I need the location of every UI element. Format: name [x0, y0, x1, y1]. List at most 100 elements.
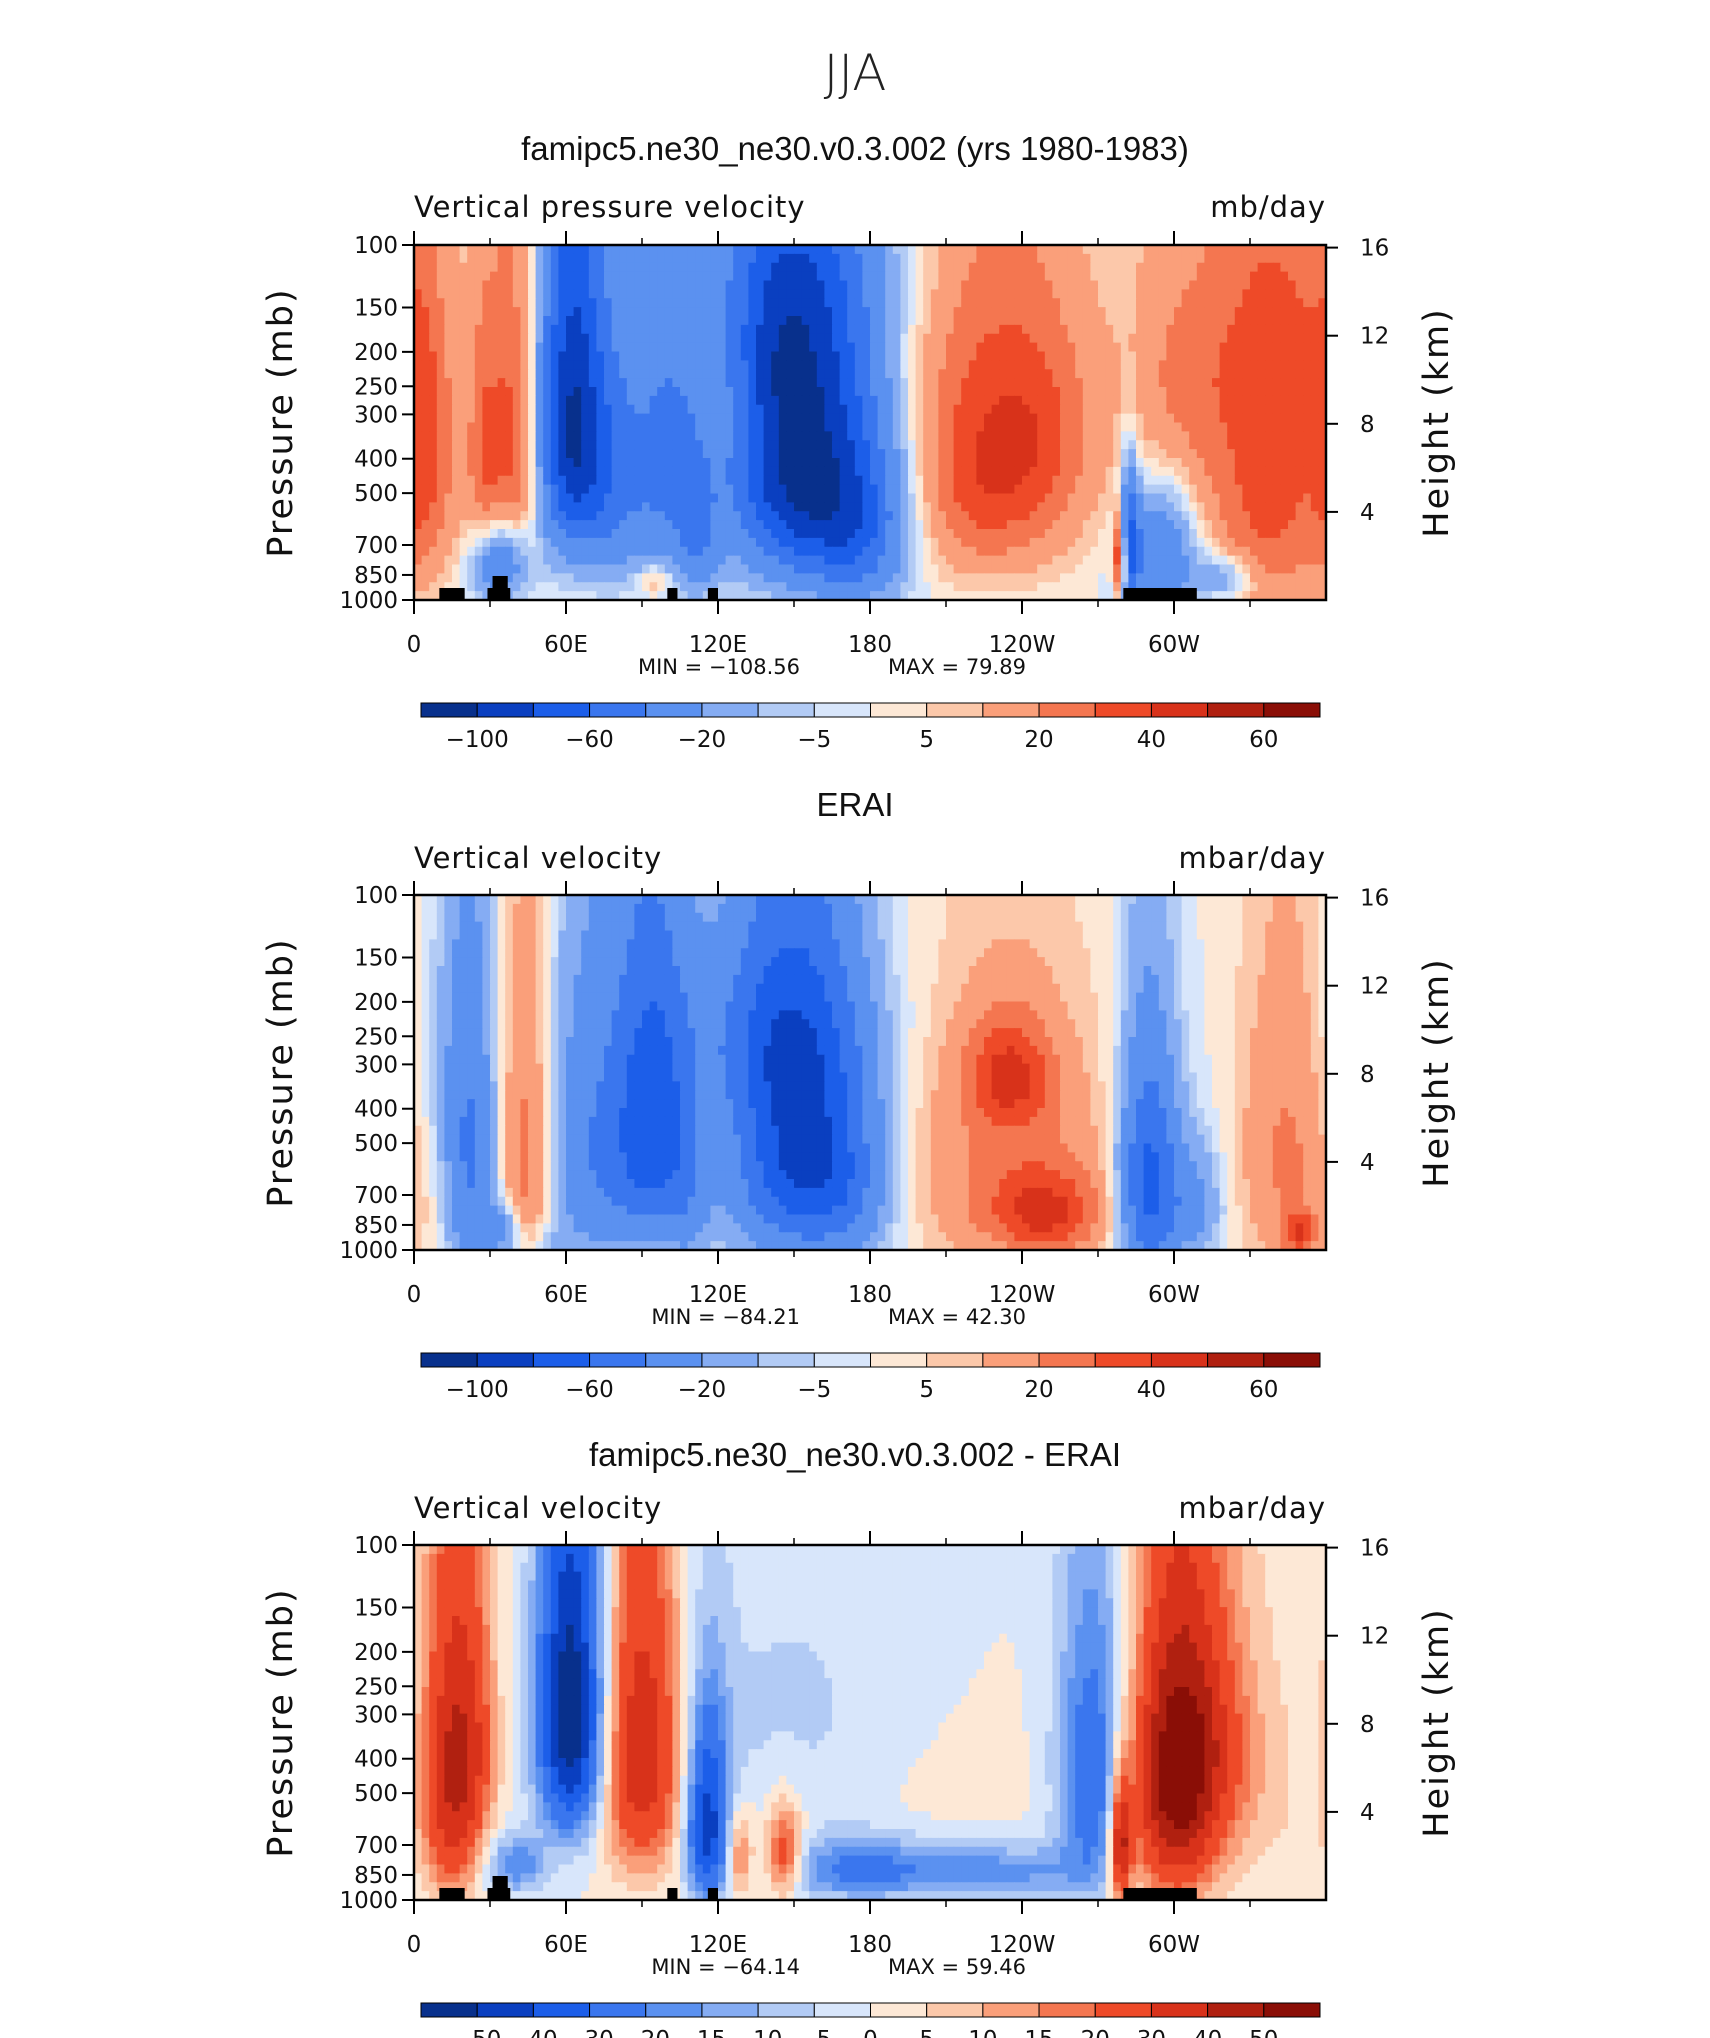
heatmap-cell	[1257, 342, 1266, 353]
heatmap-cell	[490, 529, 499, 539]
heatmap-cell	[794, 324, 803, 335]
heatmap-cell	[1303, 307, 1312, 317]
heatmap-cell	[687, 316, 696, 326]
heatmap-cell	[809, 520, 818, 530]
heatmap-cell	[862, 351, 871, 361]
heatmap-cell	[566, 404, 575, 415]
heatmap-cell	[1196, 537, 1205, 548]
heatmap-cell	[900, 271, 909, 282]
heatmap-cell	[680, 360, 689, 370]
heatmap-cell	[1204, 493, 1213, 503]
heatmap-cell	[1060, 502, 1069, 512]
heatmap-cell	[429, 351, 438, 361]
heatmap-cell	[490, 245, 499, 255]
heatmap-cell	[1105, 546, 1114, 557]
heatmap-cell	[763, 387, 772, 397]
heatmap-cell	[649, 324, 658, 335]
heatmap-cell	[1113, 342, 1122, 353]
heatmap-cell	[695, 449, 704, 459]
heatmap-cell	[1044, 422, 1053, 432]
x-tick-label: 60E	[544, 632, 588, 658]
heatmap-cell	[923, 289, 932, 299]
heatmap-cell	[1120, 449, 1129, 459]
heatmap-cell	[1272, 573, 1281, 583]
heatmap-cell	[908, 404, 917, 415]
heatmap-cell	[968, 413, 977, 424]
heatmap-cell	[512, 440, 521, 450]
heatmap-cell	[1029, 502, 1038, 512]
heatmap-cell	[915, 537, 924, 548]
heatmap-cell	[946, 413, 955, 424]
heatmap-cell	[1212, 564, 1221, 574]
heatmap-cell	[581, 422, 590, 432]
heatmap-cell	[953, 289, 962, 299]
heatmap-cell	[946, 245, 955, 255]
heatmap-cell	[1143, 431, 1152, 441]
heatmap-cell	[687, 351, 696, 361]
heatmap-cell	[550, 395, 559, 406]
heatmap-cell	[573, 431, 582, 441]
heatmap-cell	[938, 591, 947, 601]
heatmap-cell	[976, 582, 985, 592]
heatmap-cell	[695, 395, 704, 406]
heatmap-cell	[1318, 555, 1327, 566]
heatmap-cell	[680, 351, 689, 361]
heatmap-cell	[1212, 387, 1221, 397]
heatmap-cell	[1280, 484, 1289, 495]
colorbar-box	[1263, 702, 1321, 718]
heatmap-cell	[1234, 316, 1243, 326]
heatmap-cell	[1318, 546, 1327, 557]
heatmap-cell	[946, 387, 955, 397]
heatmap-cell	[611, 271, 620, 282]
heatmap-cell	[1242, 440, 1251, 450]
heatmap-cell	[1029, 333, 1038, 344]
heatmap-cell	[459, 333, 468, 344]
heatmap-cell	[1143, 449, 1152, 459]
heatmap-cell	[1128, 253, 1137, 264]
heatmap-cell	[520, 245, 529, 255]
heatmap-cell	[1181, 502, 1190, 512]
heatmap-cell	[839, 440, 848, 450]
heatmap-cell	[786, 422, 795, 432]
heatmap-cell	[1303, 369, 1312, 379]
heatmap-cell	[626, 369, 635, 379]
heatmap-cell	[1181, 324, 1190, 335]
heatmap-cell	[763, 245, 772, 255]
heatmap-cell	[809, 502, 818, 512]
heatmap-cell	[1022, 458, 1031, 468]
heatmap-cell	[702, 573, 711, 583]
heatmap-cell	[573, 342, 582, 353]
heatmap-cell	[1143, 413, 1152, 424]
heatmap-cell	[1234, 582, 1243, 592]
heatmap-cell	[634, 895, 643, 905]
heatmap-cell	[1295, 582, 1304, 592]
y-tick-label: 400	[354, 447, 398, 473]
heatmap-cell	[611, 280, 620, 290]
heatmap-cell	[429, 529, 438, 539]
heatmap-cell	[930, 475, 939, 486]
heatmap-cell	[756, 458, 765, 468]
heatmap-cell	[657, 502, 666, 512]
heatmap-cell	[1250, 511, 1259, 521]
heatmap-cell	[626, 280, 635, 290]
heatmap-cell	[946, 564, 955, 574]
heatmap-cell	[839, 324, 848, 335]
heatmap-cell	[968, 484, 977, 495]
heatmap-cell	[528, 475, 537, 486]
heatmap-cell	[923, 404, 932, 415]
heatmap-cell	[1250, 591, 1259, 601]
heatmap-cell	[763, 324, 772, 335]
heatmap-cell	[1288, 529, 1297, 539]
heatmap-cell	[832, 895, 841, 905]
heatmap-cell	[801, 395, 810, 406]
heatmap-cell	[839, 546, 848, 557]
heatmap-cell	[1295, 458, 1304, 468]
heatmap-cell	[543, 502, 552, 512]
heatmap-cell	[938, 529, 947, 539]
heatmap-cell	[1257, 440, 1266, 450]
heatmap-cell	[1022, 333, 1031, 344]
heatmap-cell	[847, 511, 856, 521]
heatmap-cell	[923, 564, 932, 574]
heatmap-cell	[619, 307, 628, 317]
heatmap-cell	[1174, 555, 1183, 566]
